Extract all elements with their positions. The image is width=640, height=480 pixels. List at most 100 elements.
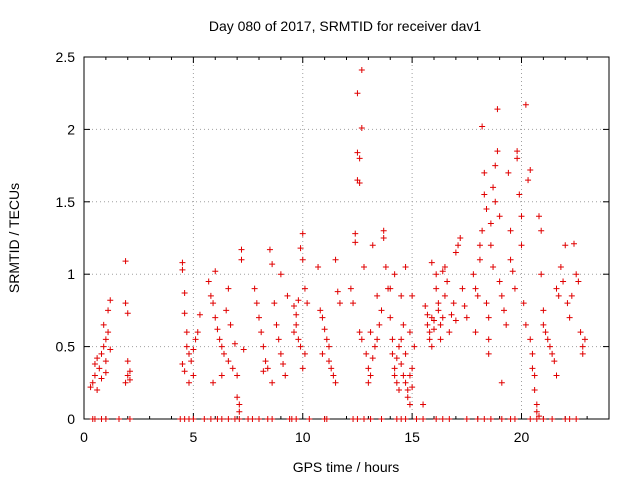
data-point xyxy=(540,307,547,314)
data-point xyxy=(527,336,534,343)
data-point xyxy=(122,258,129,265)
data-point xyxy=(122,300,129,307)
data-point xyxy=(124,372,131,379)
data-point xyxy=(553,372,560,379)
data-point xyxy=(448,311,455,318)
y-tick-label: 1.5 xyxy=(56,194,76,210)
data-point xyxy=(352,230,359,237)
data-point xyxy=(347,285,354,292)
data-point xyxy=(441,263,448,270)
data-point xyxy=(179,360,186,367)
data-point xyxy=(481,416,488,422)
data-point xyxy=(277,350,284,357)
data-point xyxy=(420,416,427,422)
data-point xyxy=(446,416,453,422)
data-point xyxy=(428,259,435,266)
data-point xyxy=(400,372,407,379)
data-point xyxy=(494,148,501,155)
data-point xyxy=(262,358,269,365)
data-point xyxy=(216,336,223,343)
data-point xyxy=(402,263,409,270)
data-point xyxy=(435,300,442,307)
data-point xyxy=(350,300,357,307)
data-point xyxy=(371,343,378,350)
data-point xyxy=(291,303,297,310)
data-point xyxy=(326,358,332,365)
data-point xyxy=(218,416,225,422)
data-point xyxy=(461,303,468,310)
data-point xyxy=(393,355,400,362)
data-point xyxy=(481,191,488,198)
data-point xyxy=(542,329,549,336)
data-point xyxy=(225,285,232,292)
data-point xyxy=(404,387,411,394)
data-point xyxy=(433,271,440,278)
x-tick-label: 0 xyxy=(80,429,88,445)
data-point xyxy=(398,360,405,367)
data-point xyxy=(317,307,324,314)
data-point xyxy=(529,350,536,357)
data-point xyxy=(518,213,525,220)
data-point xyxy=(218,343,225,350)
data-point xyxy=(398,336,405,343)
data-point xyxy=(223,307,230,314)
data-point xyxy=(214,326,221,333)
data-point xyxy=(511,285,518,292)
data-point xyxy=(96,365,103,372)
data-point xyxy=(549,350,556,357)
data-point xyxy=(479,227,486,234)
data-point xyxy=(505,169,512,176)
data-point xyxy=(571,240,577,247)
data-point xyxy=(476,256,483,263)
data-point xyxy=(472,285,479,292)
data-point xyxy=(581,336,588,343)
data-point xyxy=(463,416,470,422)
data-point xyxy=(514,155,521,162)
grid xyxy=(84,57,609,419)
data-point xyxy=(566,416,573,422)
data-point xyxy=(358,336,365,343)
data-point xyxy=(234,394,241,401)
data-point xyxy=(124,358,131,365)
data-point xyxy=(389,336,396,343)
data-point xyxy=(404,394,411,401)
data-point xyxy=(236,416,243,422)
data-point xyxy=(487,242,494,249)
data-point xyxy=(181,290,188,297)
data-point xyxy=(367,416,374,422)
data-point xyxy=(179,259,186,266)
data-point xyxy=(126,376,133,383)
data-point xyxy=(196,311,203,318)
data-point xyxy=(446,329,453,336)
data-point xyxy=(540,321,547,328)
data-point xyxy=(520,300,527,307)
data-point xyxy=(476,242,483,249)
data-point xyxy=(536,213,542,220)
data-point xyxy=(297,343,304,350)
data-point xyxy=(529,365,536,372)
data-point xyxy=(264,365,271,372)
data-point xyxy=(293,321,300,328)
data-point xyxy=(389,350,396,357)
data-point xyxy=(183,343,190,350)
data-point xyxy=(358,124,365,131)
data-point xyxy=(323,336,330,343)
data-point xyxy=(424,321,431,328)
data-point xyxy=(102,369,109,376)
data-point xyxy=(551,358,558,365)
data-point xyxy=(474,416,481,422)
data-point xyxy=(107,346,114,353)
data-point xyxy=(256,314,262,321)
x-tick-label: 5 xyxy=(189,429,197,445)
data-point xyxy=(538,227,545,234)
data-point xyxy=(431,317,437,324)
data-point xyxy=(207,292,214,299)
data-point xyxy=(356,179,363,186)
data-point xyxy=(393,379,400,386)
axis-ticks: 0 5 10 15 20 0 0.5 1 1.5 2 2.5 xyxy=(56,49,609,445)
data-point xyxy=(498,292,505,299)
data-point xyxy=(352,239,359,246)
data-point xyxy=(179,266,186,273)
data-point xyxy=(387,285,394,292)
data-point xyxy=(293,416,300,422)
